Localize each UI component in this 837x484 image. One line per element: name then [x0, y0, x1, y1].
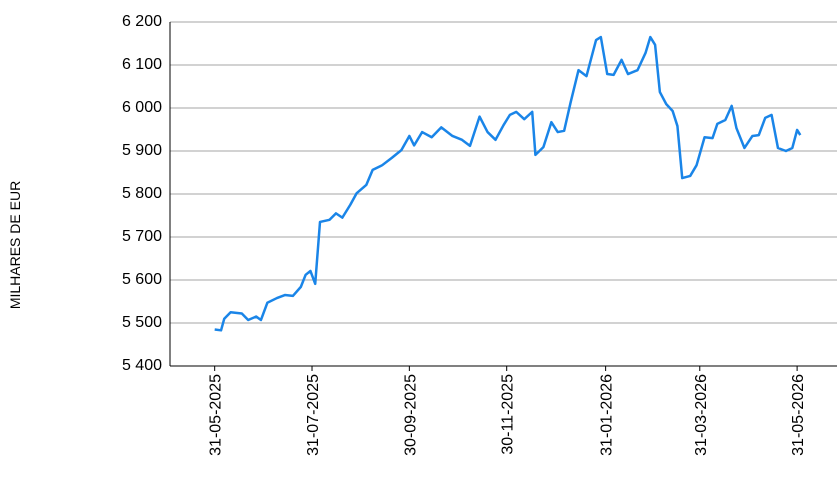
y-tick-label: 5 400: [122, 357, 162, 374]
y-tick-label: 6 200: [122, 13, 162, 30]
y-tick-label: 5 500: [122, 314, 162, 331]
x-tick-label: 31-05-2026: [790, 374, 807, 456]
x-tick-label: 31-05-2025: [208, 374, 225, 456]
line: [214, 35, 802, 332]
x-tick-label: 31-01-2026: [599, 374, 616, 456]
y-tick-label: 5 600: [122, 271, 162, 288]
x-tick-label: 31-07-2025: [305, 374, 322, 456]
x-tick-label: 31-03-2026: [693, 374, 710, 456]
x-tick-label: 30-09-2025: [402, 374, 419, 456]
y-tick-label: 6 000: [122, 99, 162, 116]
y-axis-label: MILHARES DE EUR: [7, 181, 23, 309]
x-tick-label: 30-11-2025: [500, 374, 517, 455]
y-tick-label: 5 700: [122, 228, 162, 245]
y-tick-label: 5 800: [122, 185, 162, 202]
y-tick-label: 6 100: [122, 56, 162, 73]
y-tick-label: 5 900: [122, 142, 162, 159]
